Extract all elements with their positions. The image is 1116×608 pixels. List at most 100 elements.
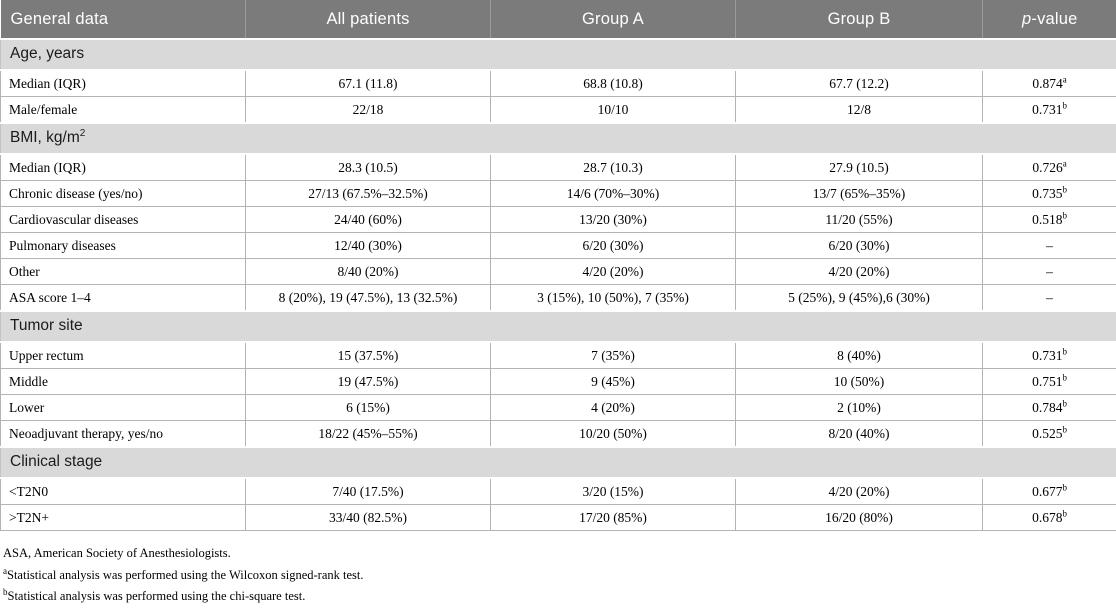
table-row-t2n: >T2N+33/40 (82.5%)17/20 (85%)16/20 (80%)… xyxy=(1,505,1116,531)
footnote-marker: b xyxy=(1062,184,1067,194)
column-header-all-patients: All patients xyxy=(246,0,491,39)
value-cell: 28.7 (10.3) xyxy=(491,154,736,181)
row-label: Median (IQR) xyxy=(1,154,246,181)
section-title-superscript: 2 xyxy=(80,128,86,139)
section-row-clinical-stage: Clinical stage xyxy=(1,447,1116,478)
row-label: ASA score 1–4 xyxy=(1,285,246,312)
table-row-chronic-disease-yes-no: Chronic disease (yes/no)27/13 (67.5%–32.… xyxy=(1,181,1116,207)
value-cell: 13/7 (65%–35%) xyxy=(736,181,983,207)
section-title: Clinical stage xyxy=(1,447,1116,478)
value-cell: 11/20 (55%) xyxy=(736,207,983,233)
value-cell: – xyxy=(983,233,1116,259)
row-label: Male/female xyxy=(1,97,246,124)
value-cell: 22/18 xyxy=(246,97,491,124)
value-cell: 5 (25%), 9 (45%),6 (30%) xyxy=(736,285,983,312)
value-cell: 8 (20%), 19 (47.5%), 13 (32.5%) xyxy=(246,285,491,312)
row-label: <T2N0 xyxy=(1,478,246,505)
value-cell: 10/10 xyxy=(491,97,736,124)
value-cell: 14/6 (70%–30%) xyxy=(491,181,736,207)
value-cell: 67.7 (12.2) xyxy=(736,70,983,97)
value-cell: 10/20 (50%) xyxy=(491,421,736,448)
value-cell: 0.751b xyxy=(983,369,1116,395)
value-cell: 10 (50%) xyxy=(736,369,983,395)
value-cell: 3/20 (15%) xyxy=(491,478,736,505)
value-cell: 6 (15%) xyxy=(246,395,491,421)
row-label: >T2N+ xyxy=(1,505,246,531)
row-label: Upper rectum xyxy=(1,342,246,369)
value-cell: 0.525b xyxy=(983,421,1116,448)
footnote-line: ASA, American Society of Anesthesiologis… xyxy=(3,543,1116,565)
row-label: Middle xyxy=(1,369,246,395)
table-row-median-iqr: Median (IQR)28.3 (10.5)28.7 (10.3)27.9 (… xyxy=(1,154,1116,181)
footnote-marker: b xyxy=(1062,482,1067,492)
footnote-marker: b xyxy=(1062,346,1067,356)
footnote-marker: b xyxy=(1062,508,1067,518)
value-cell: 27.9 (10.5) xyxy=(736,154,983,181)
footnote-marker: b xyxy=(1062,100,1067,110)
value-cell: 17/20 (85%) xyxy=(491,505,736,531)
table-row-median-iqr: Median (IQR)67.1 (11.8)68.8 (10.8)67.7 (… xyxy=(1,70,1116,97)
column-header-group-a: Group A xyxy=(491,0,736,39)
value-cell: – xyxy=(983,259,1116,285)
footnote-marker: a xyxy=(3,565,7,575)
value-cell: 2 (10%) xyxy=(736,395,983,421)
value-cell: 0.726a xyxy=(983,154,1116,181)
row-label: Other xyxy=(1,259,246,285)
row-label: Chronic disease (yes/no) xyxy=(1,181,246,207)
footnote-line: bStatistical analysis was performed usin… xyxy=(3,586,1116,608)
value-cell: 7 (35%) xyxy=(491,342,736,369)
footnote-marker: a xyxy=(1063,74,1067,84)
italic-prefix: p xyxy=(1022,10,1031,28)
column-header-p-value: p-value xyxy=(983,0,1116,39)
value-cell: 8 (40%) xyxy=(736,342,983,369)
section-row-age-years: Age, years xyxy=(1,39,1116,70)
value-cell: 9 (45%) xyxy=(491,369,736,395)
value-cell: 3 (15%), 10 (50%), 7 (35%) xyxy=(491,285,736,312)
row-label: Lower xyxy=(1,395,246,421)
value-cell: 4 (20%) xyxy=(491,395,736,421)
value-cell: 0.735b xyxy=(983,181,1116,207)
footnote-marker: b xyxy=(3,587,8,597)
value-cell: 4/20 (20%) xyxy=(736,259,983,285)
value-cell: 8/20 (40%) xyxy=(736,421,983,448)
value-cell: 19 (47.5%) xyxy=(246,369,491,395)
value-cell: 28.3 (10.5) xyxy=(246,154,491,181)
value-cell: 0.518b xyxy=(983,207,1116,233)
value-cell: 7/40 (17.5%) xyxy=(246,478,491,505)
footnote-marker: b xyxy=(1062,398,1067,408)
footnote-marker: a xyxy=(1063,158,1067,168)
value-cell: 68.8 (10.8) xyxy=(491,70,736,97)
value-cell: 8/40 (20%) xyxy=(246,259,491,285)
value-cell: 12/8 xyxy=(736,97,983,124)
row-label: Cardiovascular diseases xyxy=(1,207,246,233)
value-cell: 0.731b xyxy=(983,97,1116,124)
column-header-general-data: General data xyxy=(1,0,246,39)
row-label: Pulmonary diseases xyxy=(1,233,246,259)
value-cell: – xyxy=(983,285,1116,312)
value-cell: 0.678b xyxy=(983,505,1116,531)
footnote-marker: b xyxy=(1062,210,1067,220)
section-title: Tumor site xyxy=(1,311,1116,342)
column-header-group-b: Group B xyxy=(736,0,983,39)
value-cell: 27/13 (67.5%–32.5%) xyxy=(246,181,491,207)
value-cell: 12/40 (30%) xyxy=(246,233,491,259)
footnotes: ASA, American Society of Anesthesiologis… xyxy=(0,543,1116,608)
value-cell: 4/20 (20%) xyxy=(491,259,736,285)
value-cell: 13/20 (30%) xyxy=(491,207,736,233)
value-cell: 67.1 (11.8) xyxy=(246,70,491,97)
value-cell: 16/20 (80%) xyxy=(736,505,983,531)
section-title: Age, years xyxy=(1,39,1116,70)
value-cell: 18/22 (45%–55%) xyxy=(246,421,491,448)
